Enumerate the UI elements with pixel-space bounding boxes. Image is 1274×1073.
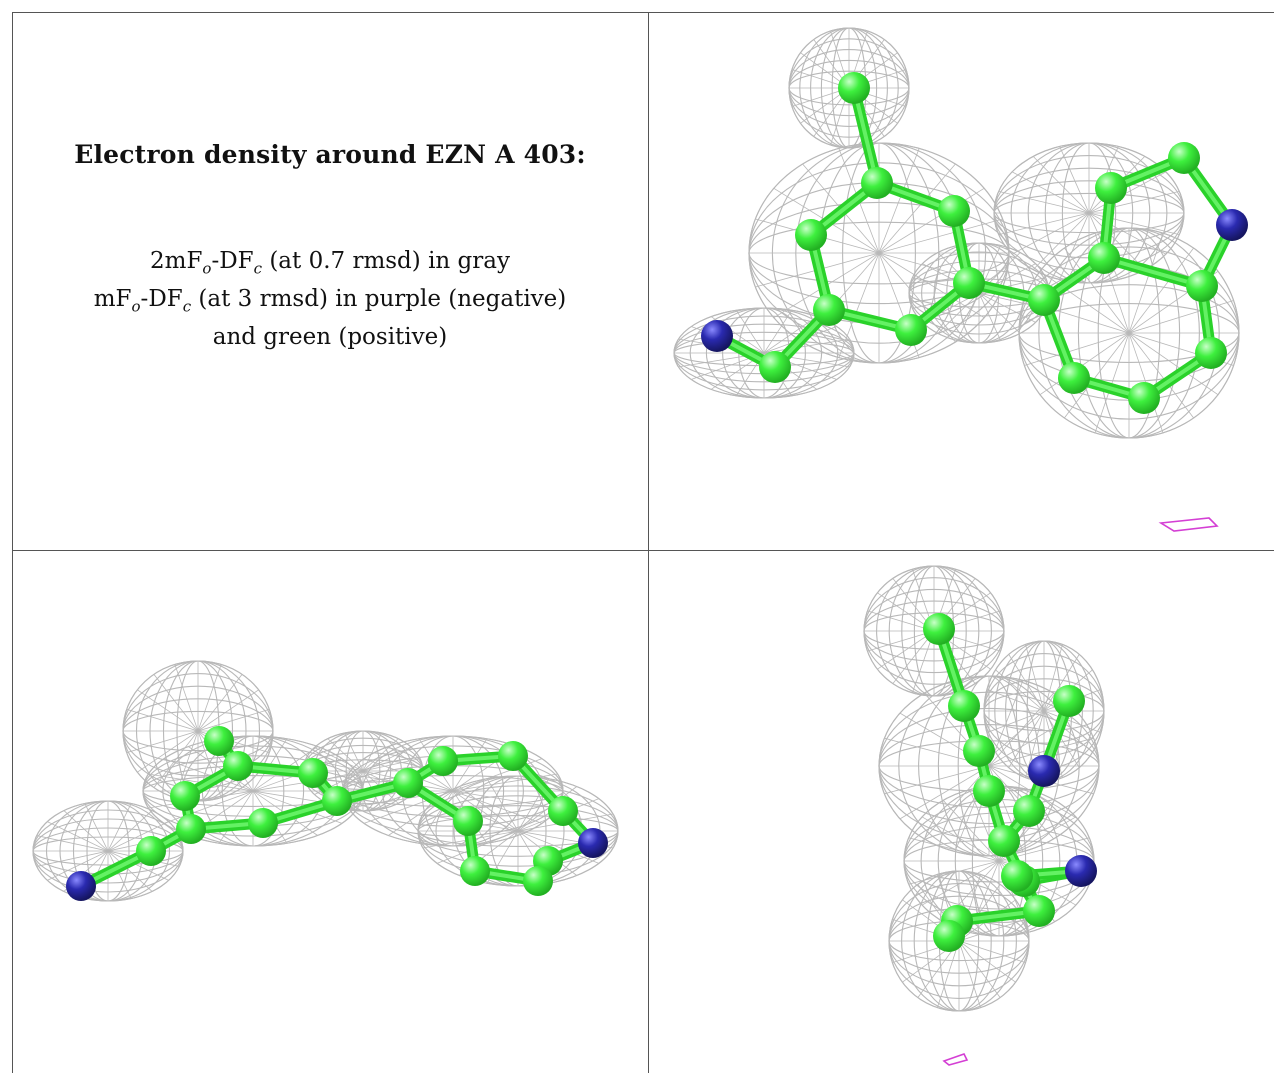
carbon-atom [1013, 795, 1045, 827]
nitrogen-atom [1028, 755, 1060, 787]
carbon-atom [923, 613, 955, 645]
nitrogen-atom [1216, 209, 1248, 241]
carbon-atom [453, 806, 483, 836]
caption-line-difference-map: mFo-DFc (at 3 rmsd) in purple (negative) [12, 286, 648, 316]
carbon-atom [813, 294, 845, 326]
carbon-atom [1028, 284, 1060, 316]
carbon-atom [895, 314, 927, 346]
carbon-atom [1186, 270, 1218, 302]
carbon-atom [933, 920, 965, 952]
caption-subscript: c [182, 297, 192, 316]
carbon-atom [861, 167, 893, 199]
caption-title: Electron density around EZN A 403: [74, 140, 586, 169]
grid-left-border [12, 12, 13, 1073]
negative-density-contour [1158, 517, 1219, 532]
carbon-atom [1023, 895, 1055, 927]
mesh-strut [126, 708, 270, 754]
caption-text: -DF [211, 248, 254, 274]
mesh-strut [678, 338, 850, 368]
carbon-atom [204, 726, 234, 756]
carbon-atom [223, 751, 253, 781]
carbon-atom [298, 758, 328, 788]
negative-density-contour [942, 1053, 969, 1066]
caption-text: mF [93, 286, 132, 312]
caption-subscript: o [202, 259, 212, 278]
molecule-view-svg [673, 27, 1248, 532]
mesh-strut [908, 837, 1090, 885]
nitrogen-atom [66, 871, 96, 901]
carbon-atom [428, 746, 458, 776]
density-mesh [673, 27, 1240, 439]
carbon-atom [176, 814, 206, 844]
bond-highlight [852, 86, 879, 185]
carbon-atom [759, 351, 791, 383]
carbon-atom [963, 735, 995, 767]
carbon-atom [498, 741, 528, 771]
carbon-atom [973, 775, 1005, 807]
carbon-atom [248, 808, 278, 838]
carbon-atom [322, 786, 352, 816]
carbon-atom [795, 219, 827, 251]
nitrogen-atom [578, 828, 608, 858]
nitrogen-atom [701, 320, 733, 352]
caption-text: -DF [140, 286, 183, 312]
grid-horizontal-divider [12, 550, 1274, 551]
carbon-atom [393, 768, 423, 798]
carbon-atom [1168, 142, 1200, 174]
carbon-atom [548, 796, 578, 826]
carbon-atom [1095, 172, 1127, 204]
view-top-right [649, 13, 1274, 550]
view-bottom-right [649, 551, 1274, 1073]
carbon-atom [136, 836, 166, 866]
caption-text: (at 3 rmsd) in purple (negative) [191, 286, 567, 312]
caption-subscript: o [131, 297, 141, 316]
carbon-atom [953, 267, 985, 299]
view-bottom-left [13, 551, 648, 1073]
mesh-strut [422, 813, 614, 849]
caption-cell: Electron density around EZN A 403: 2mFo-… [12, 12, 648, 550]
carbon-atom [838, 72, 870, 104]
caption-line-positive: and green (positive) [212, 324, 448, 350]
caption-subscript: c [253, 259, 263, 278]
carbon-atom [1128, 382, 1160, 414]
bond-highlight [1102, 256, 1204, 288]
carbon-atom [1088, 242, 1120, 274]
carbon-atom [1001, 860, 1033, 892]
carbon-atom [938, 195, 970, 227]
carbon-atom [988, 825, 1020, 857]
carbon-atom [523, 866, 553, 896]
molecule-view-svg [863, 565, 1105, 1066]
mesh-strut [998, 190, 1180, 236]
carbon-atom [1053, 685, 1085, 717]
carbon-atom [460, 856, 490, 886]
carbon-atom [170, 781, 200, 811]
nitrogen-atom [1065, 855, 1097, 887]
caption-text: 2mF [150, 248, 203, 274]
caption-text: (at 0.7 rmsd) in gray [262, 248, 510, 274]
grid-vertical-divider [648, 12, 649, 1073]
molecule-view-svg [32, 660, 619, 902]
caption-line-gray-map: 2mFo-DFc (at 0.7 rmsd) in gray [12, 248, 648, 278]
carbon-atom [1195, 337, 1227, 369]
carbon-atom [1058, 362, 1090, 394]
carbon-atom [948, 690, 980, 722]
grid-top-border [12, 12, 1274, 13]
